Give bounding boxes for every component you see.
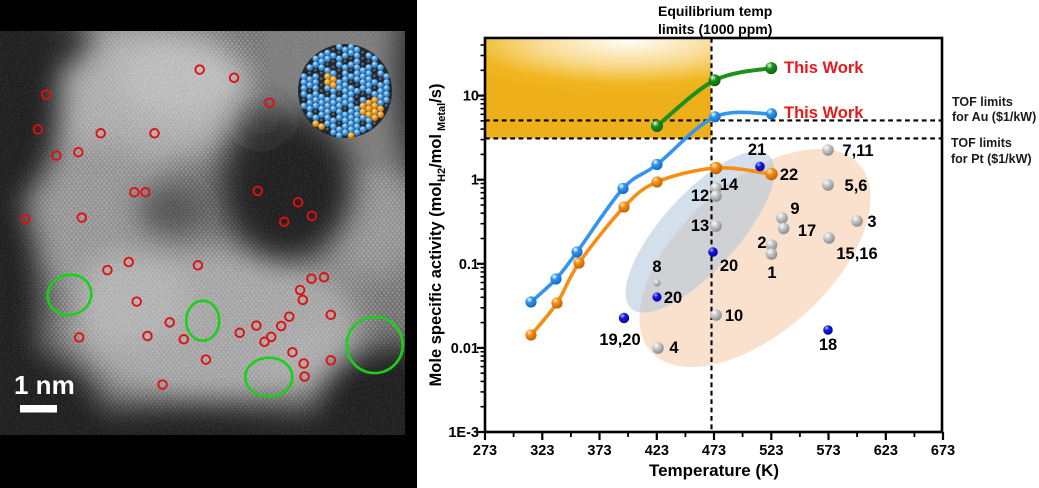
svg-text:for Au ($1/kW): for Au ($1/kW)	[952, 110, 1036, 124]
svg-text:20: 20	[720, 257, 738, 275]
svg-text:12: 12	[691, 187, 709, 205]
svg-text:9: 9	[790, 200, 799, 218]
svg-text:3: 3	[867, 213, 876, 231]
svg-text:323: 323	[530, 443, 554, 459]
svg-text:TOF limits: TOF limits	[951, 136, 1012, 150]
svg-text:13: 13	[691, 217, 709, 235]
svg-text:This Work: This Work	[784, 104, 864, 122]
svg-text:22: 22	[780, 166, 798, 184]
svg-text:623: 623	[874, 443, 898, 459]
svg-text:17: 17	[798, 222, 816, 240]
svg-text:0.01: 0.01	[451, 341, 479, 357]
svg-text:limits (1000 ppm): limits (1000 ppm)	[658, 21, 772, 37]
svg-text:Mole specific activity (molH2/: Mole specific activity (molH2/mol Metal/…	[427, 84, 448, 387]
svg-text:Equilibrium temp: Equilibrium temp	[658, 3, 772, 19]
svg-text:673: 673	[931, 443, 955, 459]
svg-text:1 nm: 1 nm	[14, 370, 75, 400]
svg-text:19,20: 19,20	[599, 331, 640, 349]
svg-text:20: 20	[664, 289, 682, 307]
svg-text:TOF limits: TOF limits	[952, 95, 1013, 109]
svg-text:1: 1	[471, 173, 479, 189]
svg-text:18: 18	[819, 336, 837, 354]
svg-text:1: 1	[767, 264, 776, 282]
svg-text:523: 523	[759, 443, 783, 459]
svg-text:423: 423	[645, 443, 669, 459]
svg-text:4: 4	[669, 339, 679, 357]
svg-text:5,6: 5,6	[845, 177, 868, 195]
svg-text:273: 273	[473, 443, 497, 459]
svg-text:373: 373	[587, 443, 611, 459]
svg-text:573: 573	[816, 443, 840, 459]
svg-text:This Work: This Work	[784, 59, 864, 77]
svg-text:1E-3: 1E-3	[448, 425, 479, 441]
svg-text:15,16: 15,16	[836, 245, 877, 263]
svg-text:0.1: 0.1	[459, 257, 479, 273]
svg-text:10: 10	[463, 89, 479, 105]
svg-text:for Pt ($1/kW): for Pt ($1/kW)	[951, 152, 1032, 166]
svg-text:8: 8	[652, 258, 661, 276]
svg-text:473: 473	[702, 443, 726, 459]
svg-text:10: 10	[725, 307, 743, 325]
svg-text:Temperature (K): Temperature (K)	[649, 461, 779, 480]
svg-text:2: 2	[757, 234, 766, 252]
svg-text:21: 21	[748, 141, 766, 159]
svg-text:14: 14	[720, 176, 739, 194]
svg-text:7,11: 7,11	[842, 142, 873, 160]
